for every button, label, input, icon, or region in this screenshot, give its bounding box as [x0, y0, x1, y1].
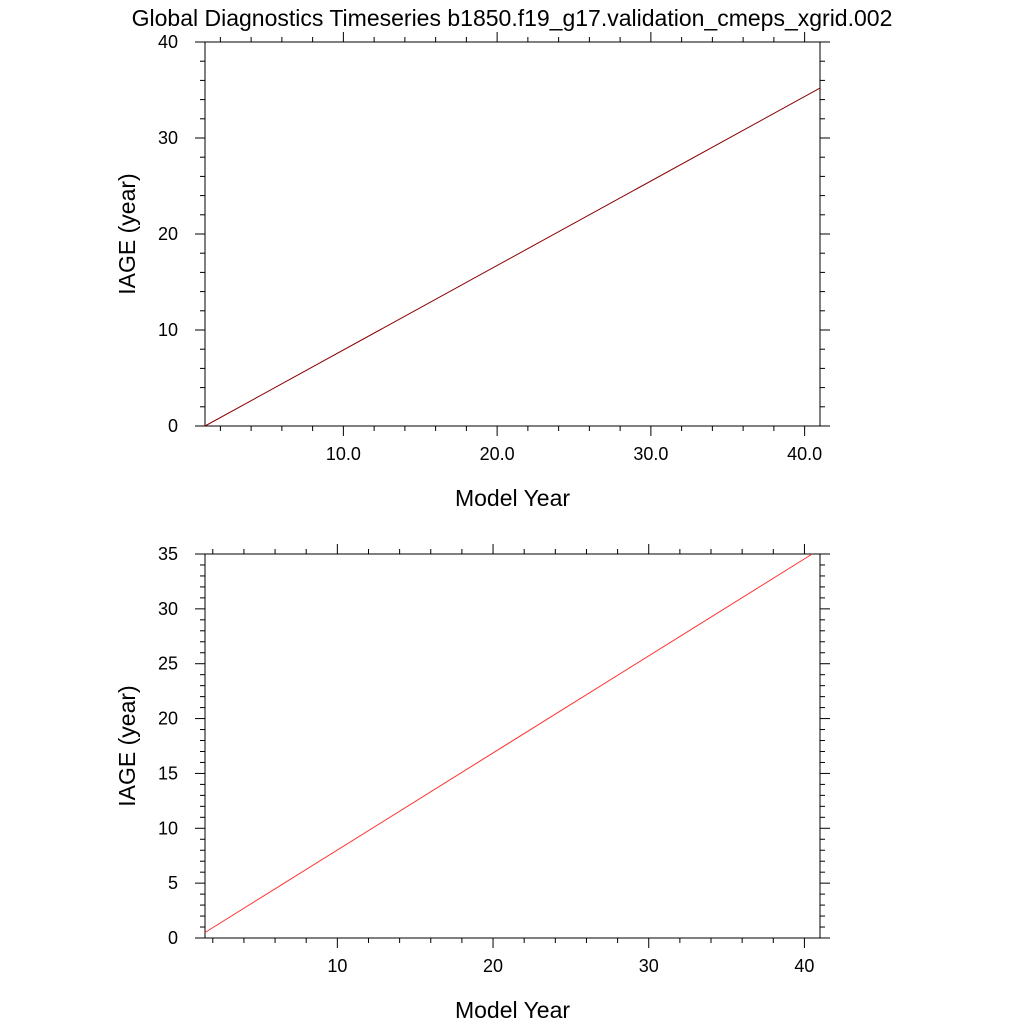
chart-panels: 10.0 20.0 30.0 40.0 0 10 20 30 40 Model Year IAGE … — [114, 32, 830, 1023]
chart-panel-1: 10.0 20.0 30.0 40.0 0 10 20 30 40 Model Year IAGE … — [114, 32, 830, 511]
x-tick-label: 20.0 — [480, 444, 515, 464]
chart-panel-2: 10 20 30 40 0 5 10 15 20 25 30 35 Model Year IAGE (ye… — [114, 544, 830, 1023]
y-tick-label: 10 — [158, 320, 178, 340]
y-tick-label: 5 — [168, 873, 178, 893]
page-title: Global Diagnostics Timeseries b1850.f19_… — [132, 5, 893, 31]
y-tick-label: 30 — [158, 128, 178, 148]
y-axis-label: IAGE (year) — [114, 685, 140, 806]
y-tick-label: 25 — [158, 654, 178, 674]
plot-frame — [204, 553, 821, 939]
y-tick-label: 40 — [158, 32, 178, 52]
plot-frame — [204, 41, 821, 427]
y-tick-label: 30 — [158, 599, 178, 619]
x-axis-label: Model Year — [455, 485, 570, 511]
x-tick-label: 20 — [483, 956, 503, 976]
y-tick-label: 35 — [158, 544, 178, 564]
series-line — [204, 87, 821, 427]
y-tick-label: 10 — [158, 818, 178, 838]
x-tick-label: 10 — [327, 956, 347, 976]
x-tick-label: 40 — [794, 956, 814, 976]
y-tick-label: 15 — [158, 763, 178, 783]
y-tick-label: 20 — [158, 709, 178, 729]
y-tick-label: 0 — [168, 416, 178, 436]
x-tick-label: 30 — [639, 956, 659, 976]
y-tick-label: 0 — [168, 928, 178, 948]
x-axis-label: Model Year — [455, 997, 570, 1023]
y-tick-label: 20 — [158, 224, 178, 244]
y-axis-label: IAGE (year) — [114, 173, 140, 294]
x-tick-label: 30.0 — [633, 444, 668, 464]
x-tick-label: 40.0 — [787, 444, 822, 464]
series-line — [204, 553, 813, 933]
x-tick-label: 10.0 — [326, 444, 361, 464]
